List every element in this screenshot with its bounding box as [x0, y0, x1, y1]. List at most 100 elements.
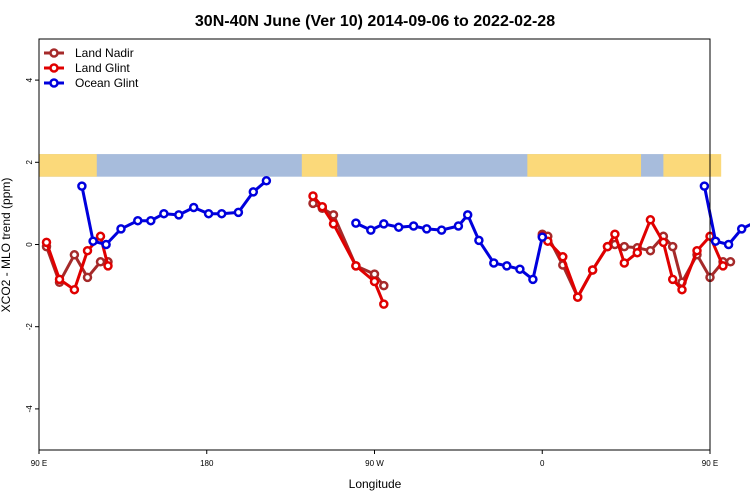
map-land	[39, 154, 97, 177]
data-point	[453, 221, 464, 231]
data-point	[667, 241, 678, 252]
series-ocean-glint	[77, 176, 750, 285]
x-tick-label: 180	[200, 459, 214, 468]
data-point	[369, 276, 380, 287]
data-point	[69, 250, 80, 260]
series-land-glint	[41, 191, 728, 309]
data-point	[103, 261, 113, 271]
data-point	[159, 208, 169, 219]
data-point	[351, 261, 361, 271]
legend-label: Land Glint	[75, 61, 130, 75]
data-point	[632, 247, 643, 258]
data-point	[436, 225, 447, 235]
data-point	[95, 257, 106, 267]
data-point	[69, 284, 80, 295]
y-tick-label: 0	[25, 242, 34, 247]
data-point	[718, 261, 728, 271]
data-point	[421, 224, 432, 234]
data-point	[317, 201, 328, 212]
legend-label: Land Nadir	[75, 46, 134, 60]
data-point	[602, 241, 613, 252]
data-point	[174, 210, 184, 220]
legend-label: Ocean Glint	[75, 76, 139, 90]
x-tick-label: 0	[540, 459, 545, 468]
data-point	[558, 252, 568, 262]
data-point	[369, 269, 380, 279]
series-layer	[41, 176, 750, 309]
plot-frame	[38, 38, 711, 451]
axis-ticks: 90 E 180 90 W 0 90 E -4 -2 0 2 4	[25, 77, 718, 468]
data-point	[88, 236, 98, 246]
data-point	[572, 292, 583, 302]
data-point	[474, 235, 484, 246]
data-point	[667, 274, 678, 285]
x-tick-label: 90 E	[702, 459, 718, 468]
data-point	[610, 229, 620, 239]
data-point	[502, 261, 512, 271]
data-point	[408, 221, 419, 231]
data-point	[645, 245, 656, 256]
y-tick-label: 4	[25, 77, 34, 82]
data-point	[619, 241, 630, 252]
data-point	[366, 225, 376, 235]
series-land-nadir	[41, 198, 736, 302]
data-point	[95, 231, 106, 242]
data-point	[462, 210, 473, 220]
data-point	[677, 284, 687, 295]
data-point	[645, 215, 656, 225]
data-point	[82, 272, 93, 283]
data-point	[710, 236, 721, 246]
data-point	[261, 176, 272, 186]
map-strip	[39, 154, 722, 177]
data-point	[658, 237, 669, 248]
x-tick-label: 90 W	[365, 459, 384, 468]
series-line	[541, 218, 725, 299]
data-point	[101, 239, 111, 250]
data-point	[692, 245, 702, 256]
y-tick-label: -4	[25, 405, 34, 413]
chart-title: 30N-40N June (Ver 10) 2014-09-06 to 2022…	[195, 13, 555, 30]
data-point	[146, 215, 156, 226]
x-axis-label: Longitude	[349, 477, 402, 491]
y-tick-label: -2	[25, 323, 34, 331]
x-tick-label: 90 E	[31, 459, 47, 468]
data-point	[736, 224, 747, 234]
data-point	[54, 274, 65, 285]
data-point	[619, 258, 630, 268]
data-point	[725, 257, 736, 267]
series-line	[45, 234, 110, 292]
data-point	[328, 210, 339, 220]
y-tick-label: 2	[25, 160, 34, 165]
data-point	[216, 208, 227, 219]
legend-swatch-point	[49, 78, 59, 88]
data-point	[528, 274, 538, 285]
legend-swatch-point	[49, 48, 59, 58]
data-point	[116, 224, 126, 234]
data-point	[248, 187, 259, 197]
data-point	[393, 222, 404, 232]
data-point	[723, 239, 734, 250]
map-land	[527, 154, 642, 177]
data-point	[133, 215, 143, 226]
legend-swatch-point	[49, 63, 59, 73]
data-point	[699, 181, 710, 191]
map-land	[663, 154, 722, 177]
data-point	[351, 218, 361, 228]
data-point	[188, 202, 199, 213]
map-land	[301, 154, 338, 177]
data-point	[587, 265, 598, 275]
data-point	[515, 264, 525, 274]
data-point	[379, 299, 389, 309]
data-point	[328, 219, 339, 229]
data-point	[308, 191, 318, 201]
data-point	[233, 207, 244, 218]
data-point	[379, 280, 389, 291]
data-point	[82, 245, 93, 256]
data-point	[489, 258, 499, 268]
data-point	[77, 181, 87, 191]
y-axis-label: XCO2 - MLO trend (ppm)	[0, 178, 13, 313]
data-point	[379, 219, 389, 229]
data-point	[41, 237, 52, 248]
